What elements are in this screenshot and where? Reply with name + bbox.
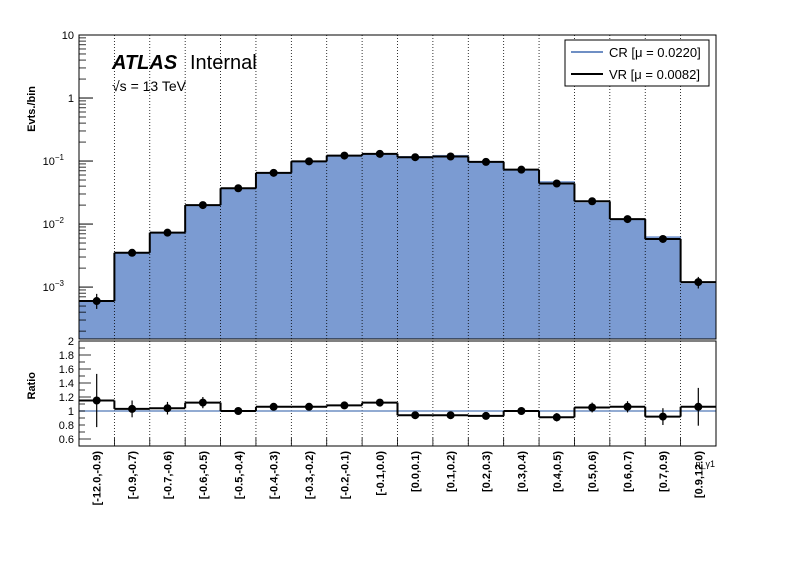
x-tick-label: [-0.5,-0.4) [233,451,245,500]
cr-bar [149,231,186,339]
cr-bar [220,187,257,339]
legend: CR [μ = 0.0220] VR [μ = 0.0082] [564,39,710,87]
ratio-pad: 2 1.8 1.6 1.4 1.2 1 0.8 0.6 [-12.0,-0.9) [-0.9,-0… [59,336,717,506]
ratio-point [411,411,420,420]
y-tick-label: 10−1 [43,153,65,168]
cr-bar [114,252,151,339]
y-axis-label-ratio: Ratio [26,372,38,400]
ratio-y-tick-label: 0.8 [59,420,74,432]
vr-point [128,248,137,257]
ratio-point [588,403,597,412]
ratio-point [375,398,384,407]
x-tick-label: [0.0,0.1) [410,451,422,492]
legend-entry-cr: CR [μ = 0.0220] [609,45,701,60]
vr-point [198,201,207,210]
x-tick-label: [0.1,0.2) [446,451,458,492]
cr-bar [645,236,682,339]
x-tick-label: [-0.1,0.0) [375,451,387,496]
ratio-point [234,407,243,415]
ratio-point [305,402,314,411]
x-tick-label: [0.9,12.0) [693,451,705,498]
vr-point [623,215,632,224]
upper-pad: 10 1 10−1 10−2 10−3 [43,30,717,340]
ratio-y-tick-label: 2 [68,336,74,348]
ratio-y-tick-label: 1.8 [59,350,74,362]
ratio-y-tick-label: 0.6 [59,434,74,446]
y-tick-label: 1 [68,93,74,105]
x-tick-label: [0.4,0.5) [552,451,564,492]
vr-point [481,157,490,166]
ratio-y-tick-label: 1.6 [59,364,74,376]
cr-bar [185,205,222,339]
x-tick-label: [0.7,0.9) [658,451,670,492]
x-tick-label: [-0.6,-0.5) [198,451,210,500]
x-tick-label: [0.2,0.3) [481,451,493,492]
ratio-y-tick-label: 1 [68,406,74,418]
legend-entry-vr: VR [μ = 0.0082] [609,67,700,82]
x-tick-label: [0.5,0.6) [587,451,599,492]
vr-point [411,153,420,162]
cr-bar [255,172,292,339]
x-tick-label: [-0.2,-0.1) [339,451,351,500]
ratio-point [446,411,455,420]
cr-bar [609,219,646,339]
vr-point [694,278,703,287]
x-tick-label: [-12.0,-0.9) [92,451,104,506]
ratio-point [658,412,667,421]
cr-bar [432,154,469,339]
x-tick-label: [-0.3,-0.2) [304,451,316,500]
cr-bar [326,154,363,339]
y-tick-label: 10−2 [43,216,65,231]
y-tick-label: 10−3 [43,279,65,294]
y-tick-label: 10 [62,30,74,42]
ratio-point [552,413,561,422]
vr-point [305,157,314,166]
cr-bar [574,202,611,339]
cr-bar [503,170,540,339]
x-tick-label: [0.3,0.4) [516,451,528,492]
atlas-label-plain: Internal [190,52,257,74]
ratio-point [623,402,632,411]
cr-bar [468,161,505,339]
x-tick-label: [-0.4,-0.3) [269,451,281,500]
y-axis-label-upper: Evts./bin [26,86,38,132]
vr-point [375,149,384,158]
atlas-label: ATLAS Internal √s = 13 TeV [111,52,257,94]
x-tick-label: [0.6,0.7) [623,451,635,492]
vr-point [446,152,455,161]
x-axis-label: η_γ1 [695,459,715,469]
vr-point [234,184,243,193]
ratio-point [198,398,207,407]
ratio-point [517,407,526,415]
atlas-label-bold: ATLAS [111,52,178,74]
cr-bar [291,161,328,339]
vr-point [552,179,561,188]
cr-bar [362,154,398,339]
cr-bar [397,156,434,339]
ratio-point [163,404,172,413]
upper-frame [78,34,717,340]
vr-point [92,297,101,306]
vr-point [658,234,667,243]
vr-point [340,151,349,160]
vr-point [269,168,278,177]
x-tick-label: [-0.9,-0.7) [127,451,139,500]
ratio-point [128,404,137,413]
cr-bar [680,283,717,339]
ratio-point [340,401,349,410]
vr-point [588,197,597,206]
ratio-y-tick-label: 1.4 [59,378,74,390]
vr-point [517,165,526,174]
energy-label: √s = 13 TeV [112,78,187,94]
ratio-point [269,402,278,411]
ratio-point [694,402,703,411]
ratio-y-tick-label: 1.2 [59,392,74,404]
ratio-point [92,396,101,405]
ratio-point [481,411,490,420]
vr-point [163,228,172,237]
cr-bar [539,181,575,339]
x-tick-label: [-0.7,-0.6) [162,451,174,500]
